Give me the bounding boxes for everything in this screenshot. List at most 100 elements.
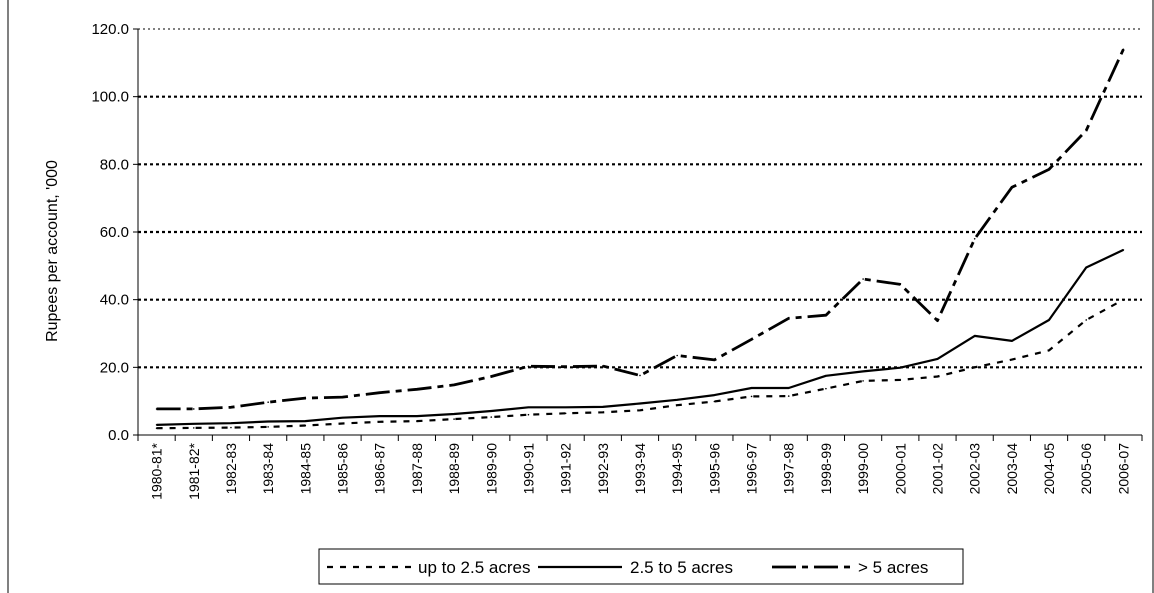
x-tick-label: 2003-04: [1004, 443, 1020, 495]
data-point: [676, 354, 678, 357]
data-point: [341, 422, 344, 425]
data-point: [490, 416, 493, 418]
series-line: [156, 298, 1124, 430]
x-tick-label: 1994-95: [669, 443, 685, 495]
data-point: [1011, 186, 1013, 189]
data-point: [936, 319, 939, 322]
data-point: [787, 317, 790, 320]
x-axis: 1980-81* 1981-82* 1982-83 1983-84 1984-85 198…: [137, 434, 1143, 500]
legend: up to 2.5 acres 2.5 to 5 acres > 5 acres: [318, 548, 964, 585]
data-point: [564, 412, 567, 415]
data-point: [453, 384, 455, 386]
y-axis: 0.0 20.0 40.0 60.0 80.0 100.0 120.0: [91, 21, 139, 444]
data-point: [639, 402, 641, 405]
data-point: [899, 366, 902, 369]
data-point: [862, 278, 864, 280]
data-point: [564, 406, 567, 409]
data-point: [490, 375, 493, 378]
y-tick-label: 120.0: [91, 21, 129, 38]
x-tick-label: 1995-96: [706, 443, 722, 495]
y-tick-label: 60.0: [100, 224, 129, 241]
data-point: [713, 359, 716, 361]
data-point: [230, 426, 232, 429]
data-point: [155, 427, 158, 430]
x-tick-label: 1986-87: [372, 443, 388, 495]
gridlines: [138, 28, 1142, 369]
x-tick-label: 2005-06: [1078, 443, 1094, 495]
x-tick-label: 1981-82*: [186, 442, 202, 499]
x-tick-label: 2004-05: [1041, 443, 1057, 495]
data-point: [750, 395, 753, 398]
x-tick-label: 1987-88: [409, 443, 425, 495]
data-point: [1122, 298, 1125, 301]
data-point: [341, 396, 344, 398]
x-tick-label: 2001-02: [929, 443, 945, 495]
x-tick-label: 1982-83: [223, 443, 239, 495]
x-tick-label: 2000-01: [892, 443, 908, 495]
data-point: [453, 413, 455, 415]
data-point: [862, 370, 864, 373]
data-point: [676, 404, 678, 407]
data-point: [973, 366, 976, 369]
y-tick-label: 20.0: [100, 359, 129, 376]
y-tick-label: 80.0: [100, 156, 129, 173]
series-layer: [155, 48, 1125, 430]
x-tick-label: 1997-98: [781, 443, 797, 495]
data-point: [192, 408, 195, 410]
data-point: [676, 399, 678, 401]
data-point: [936, 358, 939, 360]
x-tick-label: 1980-81*: [149, 442, 165, 499]
x-tick-label: 1984-85: [297, 443, 313, 495]
data-point: [1048, 168, 1050, 171]
x-tick-label: 1993-94: [632, 443, 648, 495]
data-point: [527, 365, 530, 368]
data-point: [825, 387, 827, 390]
data-point: [341, 416, 344, 419]
data-point: [973, 237, 976, 240]
data-point: [192, 423, 195, 425]
data-point: [267, 426, 269, 428]
data-point: [899, 283, 902, 286]
data-point: [639, 409, 641, 412]
data-point: [1122, 48, 1125, 51]
data-point: [1085, 319, 1088, 321]
data-point: [416, 420, 418, 422]
data-point: [602, 406, 604, 408]
x-tick-label: 1996-97: [744, 443, 760, 495]
data-point: [155, 424, 158, 426]
x-tick-label: 1992-93: [595, 443, 611, 495]
data-point: [936, 375, 939, 378]
data-point: [825, 374, 827, 377]
x-tick-label: 1985-86: [335, 443, 351, 495]
data-point: [602, 411, 604, 414]
data-point: [527, 413, 530, 416]
data-point: [1048, 349, 1050, 352]
data-point: [1085, 129, 1088, 132]
data-point: [787, 387, 790, 389]
data-point: [155, 408, 158, 410]
legend-label: > 5 acres: [858, 558, 928, 577]
data-point: [1048, 319, 1050, 321]
data-point: [416, 415, 418, 417]
series-2-5-to-5-acres: [155, 248, 1125, 426]
legend-label: up to 2.5 acres: [418, 558, 530, 577]
data-point: [1011, 358, 1013, 361]
data-point: [602, 365, 604, 367]
data-point: [973, 335, 976, 337]
legend-label: 2.5 to 5 acres: [630, 558, 733, 577]
data-point: [1085, 266, 1088, 269]
y-axis-label: Rupees per account, '000: [44, 160, 61, 342]
x-tick-label: 1999-00: [855, 443, 871, 495]
data-point: [713, 394, 716, 396]
data-point: [490, 410, 493, 412]
data-point: [304, 420, 307, 422]
data-point: [267, 420, 269, 423]
x-tick-label: 1989-90: [483, 443, 499, 495]
data-point: [378, 415, 381, 417]
data-point: [750, 387, 753, 389]
data-point: [1011, 340, 1013, 342]
data-point: [304, 424, 307, 427]
data-point: [192, 427, 195, 429]
series--5-acres: [155, 48, 1125, 411]
